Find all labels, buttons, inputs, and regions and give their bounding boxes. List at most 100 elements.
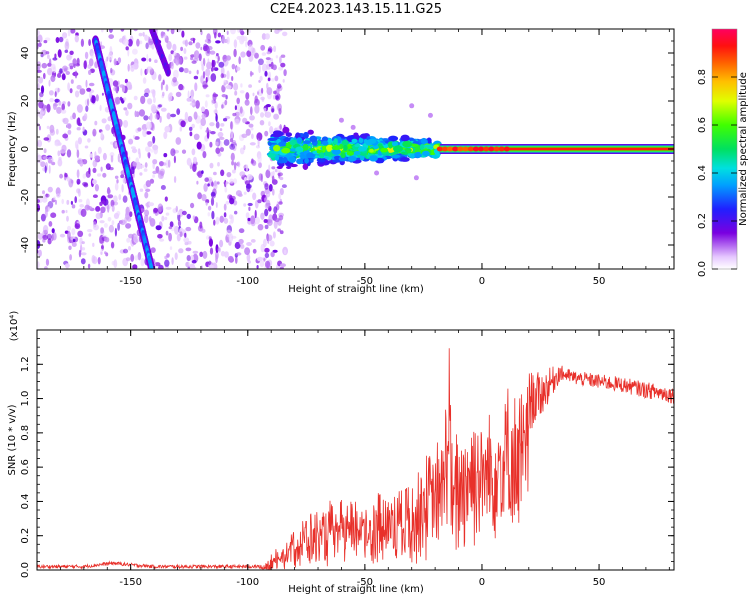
noise-speckle bbox=[279, 176, 284, 181]
noise-speckle bbox=[111, 260, 116, 266]
noise-speckle bbox=[280, 263, 286, 268]
noise-speckle bbox=[88, 69, 92, 75]
noise-speckle bbox=[144, 162, 148, 168]
noise-speckle bbox=[249, 56, 254, 61]
noise-speckle bbox=[76, 169, 80, 179]
noise-speckle bbox=[70, 200, 73, 205]
noise-speckle bbox=[272, 188, 275, 196]
noise-speckle bbox=[92, 242, 95, 247]
noise-speckle bbox=[259, 75, 263, 82]
noise-speckle bbox=[245, 183, 252, 189]
noise-speckle bbox=[218, 247, 222, 253]
noise-speckle bbox=[187, 90, 190, 99]
noise-speckle bbox=[145, 188, 151, 192]
noise-speckle bbox=[278, 201, 283, 205]
noise-speckle bbox=[213, 109, 218, 114]
noise-speckle bbox=[59, 233, 66, 238]
noise-speckle bbox=[132, 161, 138, 167]
noise-speckle bbox=[252, 192, 257, 201]
noise-speckle bbox=[80, 252, 87, 256]
spectrogram-panel: -150 -100 -50 0 50 -40 -20 0 20 40 Height of str… bbox=[7, 28, 675, 295]
noise-speckle bbox=[214, 101, 218, 110]
noise-speckle bbox=[67, 101, 71, 107]
noise-speckle bbox=[47, 186, 53, 193]
noise-speckle bbox=[66, 215, 69, 222]
noise-speckle bbox=[158, 264, 164, 269]
noise-speckle bbox=[175, 29, 182, 33]
noise-speckle bbox=[139, 188, 144, 192]
noise-speckle bbox=[61, 103, 65, 111]
noise-speckle bbox=[79, 204, 85, 208]
noise-speckle bbox=[37, 83, 40, 90]
x-tick-label: -150 bbox=[119, 276, 142, 287]
noise-speckle bbox=[275, 55, 279, 59]
colorbar-tick-label: 0.0 bbox=[697, 261, 708, 277]
noise-speckle bbox=[130, 64, 135, 72]
noise-speckle bbox=[226, 36, 230, 45]
band-blob bbox=[323, 151, 334, 156]
noise-speckle bbox=[193, 133, 200, 140]
noise-speckle bbox=[128, 138, 134, 145]
noise-speckle bbox=[47, 67, 53, 76]
noise-speckle bbox=[224, 251, 229, 258]
noise-speckle bbox=[201, 170, 204, 175]
noise-speckle bbox=[135, 157, 139, 163]
noise-speckle bbox=[261, 98, 265, 102]
band-blob bbox=[288, 156, 297, 163]
noise-speckle bbox=[42, 238, 46, 243]
noise-speckle bbox=[246, 253, 251, 262]
noise-speckle bbox=[239, 171, 246, 177]
noise-speckle bbox=[122, 248, 129, 254]
noise-speckle bbox=[277, 228, 281, 232]
noise-speckle bbox=[277, 29, 283, 32]
noise-speckle bbox=[220, 66, 225, 76]
noise-speckle bbox=[247, 217, 251, 222]
tone-blob bbox=[457, 146, 464, 152]
colorbar-label: Normalized spectral amplitude bbox=[738, 72, 749, 226]
noise-speckle bbox=[38, 101, 44, 109]
noise-speckle bbox=[132, 264, 138, 269]
noise-speckle bbox=[150, 104, 157, 113]
noise-speckle bbox=[188, 261, 191, 268]
noise-speckle bbox=[158, 74, 162, 82]
noise-speckle bbox=[263, 258, 266, 262]
noise-speckle bbox=[75, 63, 80, 67]
noise-speckle bbox=[107, 194, 114, 199]
noise-speckle bbox=[268, 184, 273, 192]
noise-speckle bbox=[109, 152, 115, 158]
noise-speckle bbox=[209, 247, 214, 255]
band-blob bbox=[296, 158, 304, 165]
noise-speckle bbox=[119, 96, 123, 101]
noise-speckle bbox=[160, 31, 165, 37]
noise-speckle bbox=[66, 149, 72, 158]
noise-speckle bbox=[188, 126, 193, 131]
noise-speckle bbox=[110, 67, 113, 74]
noise-speckle bbox=[173, 69, 179, 79]
band-blob bbox=[367, 138, 377, 144]
noise-speckle bbox=[116, 179, 119, 184]
noise-speckle bbox=[201, 113, 207, 119]
noise-speckle bbox=[136, 38, 140, 47]
noise-speckle bbox=[213, 171, 217, 176]
noise-speckle bbox=[105, 163, 111, 171]
noise-speckle bbox=[257, 58, 264, 66]
noise-speckle bbox=[231, 235, 237, 239]
noise-speckle bbox=[170, 148, 176, 157]
noise-speckle bbox=[66, 54, 72, 61]
noise-speckle bbox=[178, 248, 184, 254]
band-blob bbox=[278, 141, 288, 147]
noise-speckle bbox=[134, 110, 137, 118]
band-blob bbox=[393, 145, 403, 153]
outlier-speckle bbox=[427, 112, 433, 118]
noise-speckle bbox=[56, 106, 62, 114]
noise-speckle bbox=[159, 161, 164, 167]
noise-speckle bbox=[245, 128, 251, 136]
noise-speckle bbox=[114, 182, 119, 191]
band-blob bbox=[388, 141, 393, 149]
noise-speckle bbox=[160, 107, 167, 112]
noise-speckle bbox=[245, 164, 249, 172]
noise-speckle bbox=[193, 75, 199, 80]
noise-speckle bbox=[190, 54, 196, 58]
colorbar-tick-label: 0.2 bbox=[697, 213, 708, 229]
noise-speckle bbox=[275, 95, 279, 100]
